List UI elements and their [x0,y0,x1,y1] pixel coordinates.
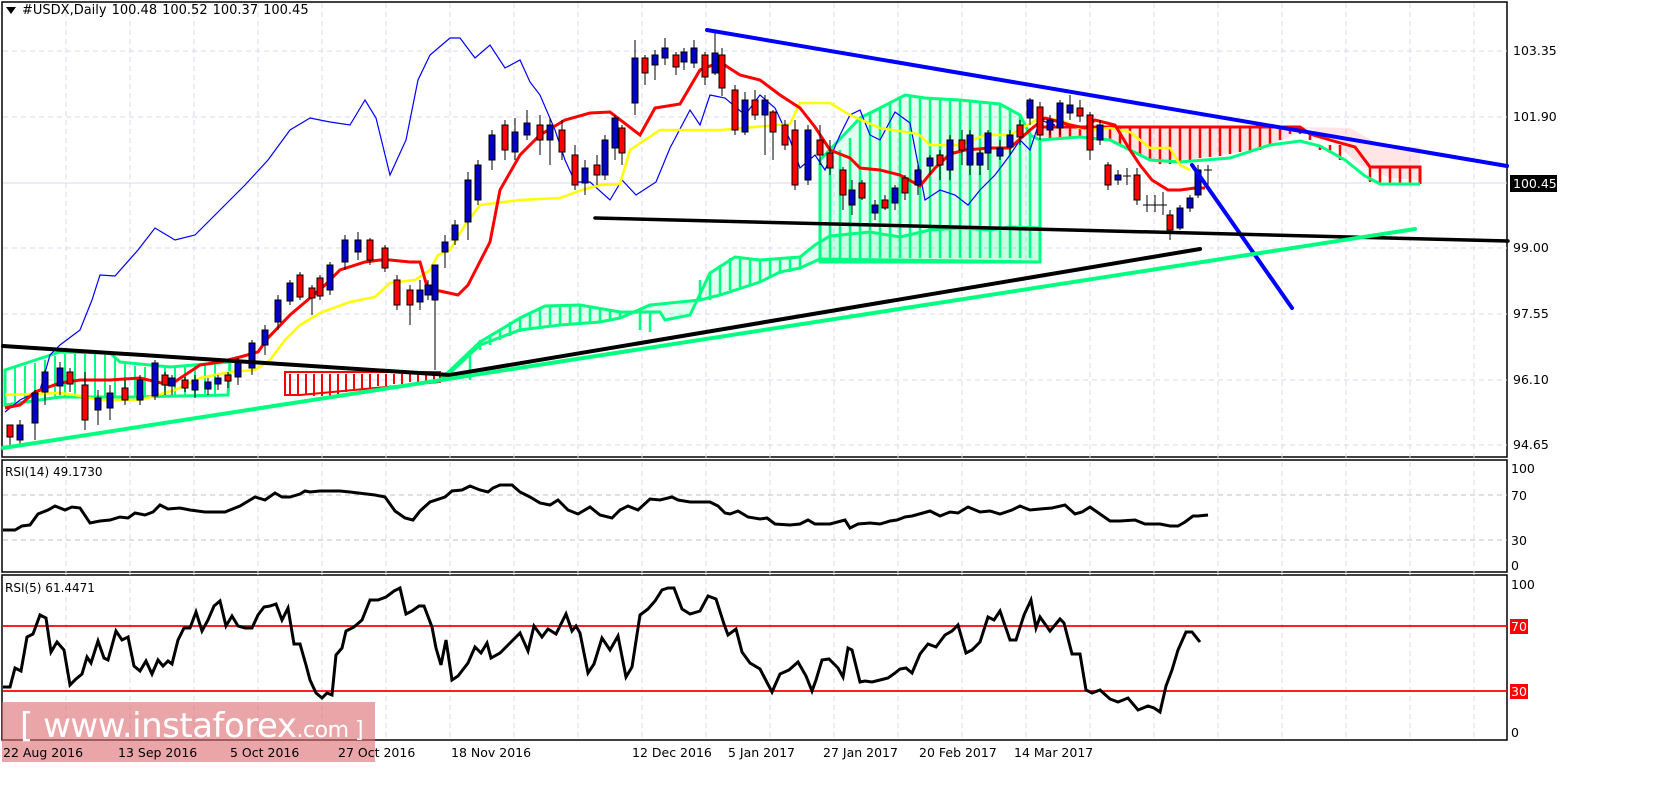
date-tick: 27 Oct 2016 [338,745,416,760]
rsi5-label: RSI(5) 61.4471 [5,581,95,595]
rsi14-tick: 100 [1511,461,1535,476]
trendline-green-rising [1,227,1417,450]
watermark-suffix: .com ] [296,718,364,743]
price-candles [6,30,1212,445]
price-tick: 97.55 [1513,306,1549,321]
rsi14-tick: 70 [1511,488,1527,503]
price-tick: 94.65 [1513,437,1549,452]
trendline-blue-projection [1190,163,1294,310]
rsi5-line [3,585,1202,715]
price-tick: 101.90 [1513,109,1557,124]
close-value: 100.45 [263,3,309,18]
date-tick: 27 Jan 2017 [823,745,898,760]
date-tick: 14 Mar 2017 [1014,745,1094,760]
price-tick: 96.10 [1513,372,1549,387]
date-tick: 12 Dec 2016 [632,745,712,760]
date-tick: 13 Sep 2016 [118,745,198,760]
collapse-triangle-icon[interactable] [6,7,16,14]
price-tick: 103.35 [1513,43,1557,58]
rsi14-line [3,483,1209,532]
low-value: 100.37 [212,3,259,18]
current-price-tag: 100.45 [1510,175,1557,192]
trendline-black-rising [448,247,1202,377]
chikou-span [4,37,1056,413]
date-tick: 20 Feb 2017 [919,745,997,760]
date-tick: 22 Aug 2016 [3,745,84,760]
date-tick: 5 Oct 2016 [230,745,300,760]
high-value: 100.52 [162,3,208,18]
rsi5-tick: 0 [1511,725,1519,740]
trendline-blue-descending [705,28,1509,168]
watermark-text: [ www.instaforex [20,706,297,746]
trendline-black-descending [1,344,452,377]
symbol-label: #USDX,Daily [22,3,107,18]
rsi5-level-30-tag: 30 [1510,684,1528,699]
pane-frames [1,1,1508,741]
rsi14-levels [3,494,1507,541]
rsi5-tick: 100 [1511,577,1535,592]
rsi5-level-70-tag: 70 [1510,619,1528,634]
date-tick: 18 Nov 2016 [451,745,532,760]
rsi5-levels [3,625,1507,692]
rsi14-tick: 0 [1511,558,1519,573]
price-tick: 99.00 [1513,240,1549,255]
date-tick: 5 Jan 2017 [728,745,795,760]
trendlines [1,28,1510,450]
rsi14-label: RSI(14) 49.1730 [5,465,103,479]
open-value: 100.48 [111,3,158,18]
symbol-header: #USDX,Daily 100.48 100.52 100.37 100.45 [6,3,314,18]
rsi14-tick: 30 [1511,533,1527,548]
instaforex-watermark: [ www.instaforex.com ] [2,702,375,762]
